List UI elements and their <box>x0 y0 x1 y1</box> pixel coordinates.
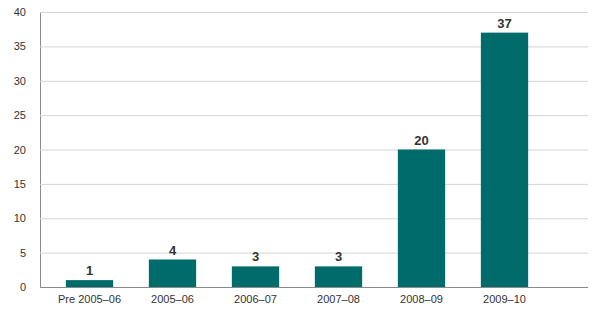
y-tick-label: 20 <box>14 144 26 156</box>
y-tick-label: 30 <box>14 75 26 87</box>
bar <box>398 150 445 288</box>
x-tick-label: 2006–07 <box>234 293 277 305</box>
bar <box>315 266 362 287</box>
y-tick-label: 25 <box>14 109 26 121</box>
data-label: 3 <box>335 249 342 264</box>
grid-line <box>40 287 588 288</box>
x-tick-label: 2007–08 <box>317 293 360 305</box>
y-tick-label: 10 <box>14 212 26 224</box>
data-labels: 1 4 3 3 20 37 <box>86 16 512 279</box>
x-tick-label: 2008–09 <box>400 293 443 305</box>
plot: 0 5 10 15 20 25 30 35 40 Pre 2005–06 2005–06 2006–0… <box>14 6 588 305</box>
x-tick-label: 2009–10 <box>483 293 526 305</box>
x-tick: 2006–07 <box>234 287 277 305</box>
x-tick: 2005–06 <box>151 287 194 305</box>
data-label: 4 <box>169 243 177 258</box>
y-tick-label: 15 <box>14 178 26 190</box>
x-tick: 2008–09 <box>400 287 443 305</box>
y-axis: 0 5 10 15 20 25 30 35 40 <box>14 6 588 293</box>
x-tick: 2007–08 <box>317 287 360 305</box>
y-tick-label: 5 <box>20 247 26 259</box>
x-tick-label: 2005–06 <box>151 293 194 305</box>
bar <box>481 33 528 287</box>
bar <box>66 280 113 287</box>
bar <box>149 260 196 288</box>
data-label: 37 <box>497 16 511 31</box>
grid-line <box>40 12 588 13</box>
chart-svg: 0 5 10 15 20 25 30 35 40 Pre 2005–06 2005–06 2006–0… <box>0 0 593 311</box>
y-tick-label: 0 <box>20 281 26 293</box>
x-axis: Pre 2005–06 2005–06 2006–07 2007–08 2008–09 2… <box>58 287 526 305</box>
bar <box>232 266 279 287</box>
x-tick-label: Pre 2005–06 <box>58 293 121 305</box>
bars <box>66 33 528 287</box>
data-label: 20 <box>414 133 428 148</box>
data-label: 1 <box>86 263 93 278</box>
y-tick-label: 40 <box>14 6 26 18</box>
data-label: 3 <box>252 249 259 264</box>
chart-container: 0 5 10 15 20 25 30 35 40 Pre 2005–06 2005–06 2006–0… <box>0 0 593 311</box>
y-tick-label: 35 <box>14 40 26 52</box>
x-tick: Pre 2005–06 <box>58 287 121 305</box>
x-tick: 2009–10 <box>483 287 526 305</box>
